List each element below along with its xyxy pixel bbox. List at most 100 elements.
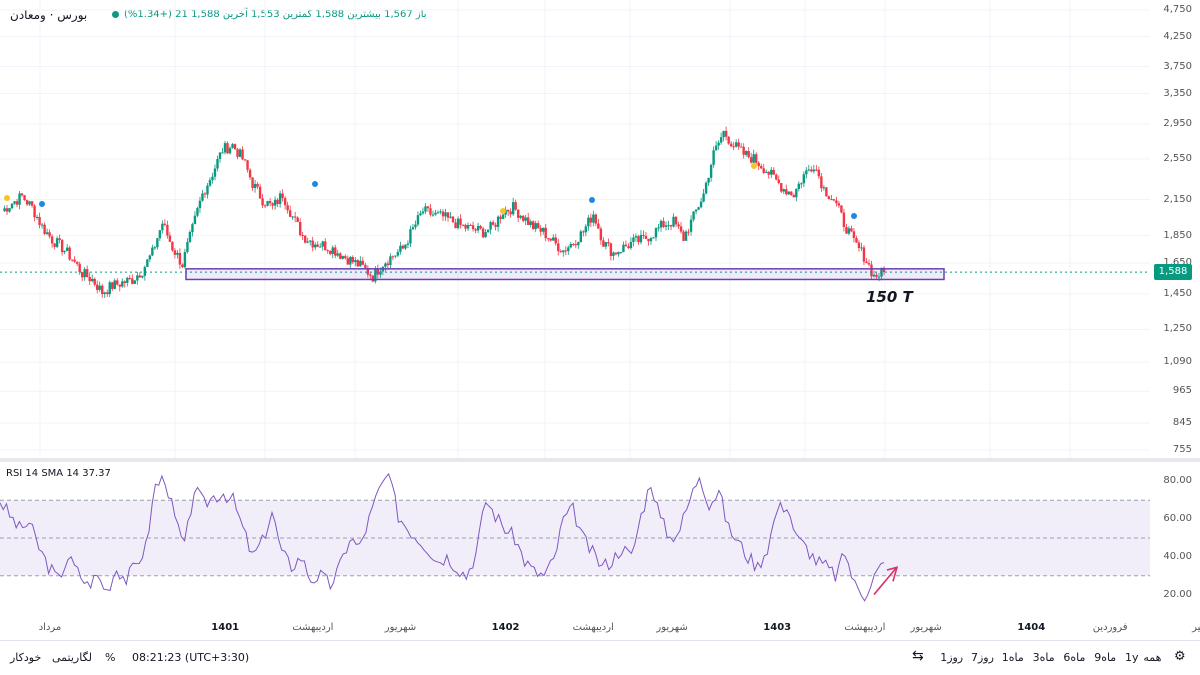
candle	[842, 208, 846, 232]
symbol-title[interactable]: بورس · ومعادن	[10, 8, 88, 22]
candle	[469, 223, 472, 226]
time-axis[interactable]: مرداد 1401 اردیبهشت شهریور 1402 اردیبهشت شهریو…	[0, 612, 1200, 640]
candle	[226, 141, 229, 155]
period-button[interactable]: 1ماه	[1001, 651, 1024, 664]
candle	[18, 190, 21, 210]
candle	[258, 183, 262, 200]
time-tick-label: شهریور	[910, 622, 942, 633]
candle	[762, 164, 765, 174]
candle	[589, 213, 593, 227]
candle	[33, 204, 36, 222]
period-button[interactable]: 7روز	[971, 651, 994, 664]
candle	[805, 167, 808, 179]
arrow-annotation-icon[interactable]	[873, 567, 897, 596]
event-marker-icon[interactable]	[312, 181, 318, 187]
event-marker-icon[interactable]	[500, 208, 506, 214]
rsi-chart[interactable]	[0, 462, 1150, 612]
candle	[133, 279, 137, 284]
candle	[797, 181, 801, 192]
candle	[476, 222, 480, 234]
candle	[326, 249, 329, 254]
candle	[136, 271, 139, 285]
event-marker-icon[interactable]	[39, 201, 45, 207]
candle	[166, 220, 169, 239]
clock-timezone[interactable]: 08:21:23 (UTC+3:30)	[132, 651, 250, 664]
candle	[827, 195, 831, 200]
candle	[319, 243, 322, 248]
event-marker-icon[interactable]	[589, 197, 595, 203]
rsi-axis[interactable]: 80.00 60.00 40.00 20.00	[1150, 462, 1200, 612]
candle	[732, 141, 735, 151]
candle	[346, 255, 349, 265]
candle	[692, 211, 695, 222]
rsi-indicator-label[interactable]: RSI 14 SMA 14 37.37	[6, 468, 111, 479]
period-button[interactable]: 6ماه	[1063, 651, 1086, 664]
candle	[30, 200, 34, 208]
time-tick-label: 1401	[211, 622, 240, 633]
candle	[664, 221, 668, 231]
candle	[436, 210, 440, 214]
candle	[667, 220, 670, 231]
time-tick-label: اردیبهشت	[844, 622, 886, 633]
candle	[211, 172, 214, 184]
candle	[604, 242, 608, 250]
candle	[444, 208, 447, 221]
period-button[interactable]: 3ماه	[1032, 651, 1055, 664]
candle	[744, 150, 748, 157]
period-button[interactable]: 9ماه	[1094, 651, 1117, 664]
candle	[301, 231, 304, 241]
candle	[431, 210, 435, 217]
price-axis[interactable]: 4,750 4,250 3,750 3,350 2,950 2,550 2,150 1,850…	[1150, 0, 1200, 458]
price-chart[interactable]	[0, 0, 1150, 458]
price-tick-label: 1,090	[1163, 356, 1192, 368]
candle	[684, 229, 688, 241]
period-button[interactable]: همه	[1143, 651, 1162, 664]
candle	[592, 210, 595, 227]
candle	[812, 164, 816, 174]
event-marker-icon[interactable]	[4, 195, 10, 201]
candle	[13, 200, 16, 205]
candle	[356, 259, 360, 268]
rsi-tick-label: 80.00	[1163, 475, 1192, 487]
auto-scale-button[interactable]: خودکار	[10, 651, 42, 664]
candle	[161, 220, 164, 234]
candle	[324, 238, 327, 251]
candle	[627, 243, 630, 250]
candle	[474, 228, 477, 234]
candle	[371, 274, 375, 283]
candle	[286, 201, 289, 214]
candle	[416, 211, 420, 227]
candle	[727, 136, 730, 145]
percent-scale-button[interactable]: %	[105, 651, 116, 664]
candle	[807, 164, 811, 172]
candle	[366, 265, 370, 278]
event-marker-icon[interactable]	[851, 213, 857, 219]
candle	[321, 240, 324, 251]
candle	[694, 208, 698, 215]
candle	[494, 222, 497, 231]
period-button[interactable]: 1y	[1125, 651, 1139, 664]
market-status-icon	[112, 11, 119, 18]
candle	[850, 225, 853, 233]
candle	[780, 182, 783, 194]
settings-gear-icon[interactable]: ⚙	[1174, 649, 1186, 664]
period-button[interactable]: 1روز	[940, 651, 964, 664]
candle	[840, 204, 843, 214]
price-tick-label: 3,350	[1163, 87, 1192, 99]
rsi-tick-label: 60.00	[1163, 513, 1192, 525]
log-scale-button[interactable]: لگاریتمی	[52, 651, 92, 664]
pane-separator[interactable]	[0, 458, 1200, 462]
candle	[201, 189, 204, 202]
price-tick-label: 3,750	[1163, 60, 1192, 72]
compare-icon[interactable]: ⇆	[912, 648, 924, 664]
rsi-tick-label: 40.00	[1163, 550, 1192, 562]
candle	[65, 244, 69, 252]
candle	[68, 245, 71, 261]
candle	[509, 208, 512, 218]
candle	[724, 126, 728, 141]
candle	[203, 191, 207, 198]
support-zone-rect[interactable]	[185, 268, 945, 281]
candle	[25, 199, 29, 207]
event-marker-icon[interactable]	[751, 163, 757, 169]
candle	[785, 184, 788, 196]
